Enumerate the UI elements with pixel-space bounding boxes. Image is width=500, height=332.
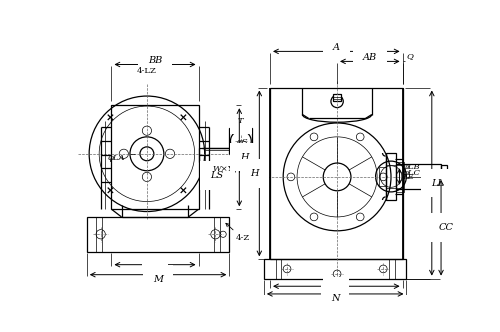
Text: W×Y: W×Y (212, 165, 233, 173)
Text: 4-Z: 4-Z (226, 223, 250, 242)
Text: 4-LZ: 4-LZ (137, 67, 157, 75)
Text: φLA: φLA (108, 154, 126, 162)
Text: N: N (331, 294, 340, 303)
Bar (396, 164, 441, 189)
Text: φLC: φLC (402, 169, 420, 177)
Bar (270, 88, 402, 259)
Text: AB: AB (363, 53, 377, 62)
Bar (264, 259, 406, 279)
Bar (112, 105, 198, 209)
Text: φS: φS (236, 138, 248, 146)
Bar (333, 94, 341, 102)
Bar (441, 165, 447, 189)
Text: F: F (333, 287, 340, 295)
Text: T: T (238, 118, 244, 125)
Bar (87, 217, 230, 252)
Text: LS: LS (210, 171, 223, 180)
Text: A: A (333, 43, 340, 52)
Text: Q: Q (406, 52, 414, 60)
Bar (396, 161, 404, 192)
Text: CC: CC (439, 223, 454, 232)
Text: BB: BB (148, 56, 162, 65)
Text: φLB: φLB (402, 163, 420, 171)
Text: H: H (250, 169, 259, 178)
Bar (230, 128, 252, 154)
Text: LE: LE (402, 173, 414, 181)
Text: M: M (153, 275, 163, 284)
Text: LL: LL (430, 179, 444, 188)
Text: φU: φU (236, 165, 249, 173)
Bar (386, 153, 396, 200)
Text: E: E (152, 265, 158, 274)
Bar (198, 148, 234, 161)
Text: H: H (240, 153, 248, 162)
